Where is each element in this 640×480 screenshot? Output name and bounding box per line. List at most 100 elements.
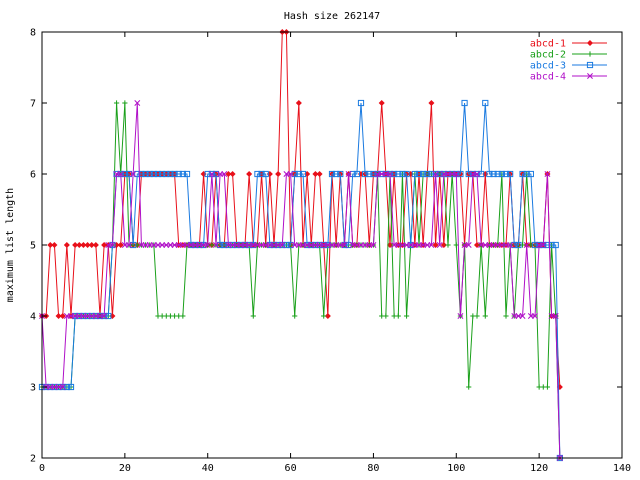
data-point [502,170,510,178]
data-point [527,170,534,178]
data-point [420,170,427,178]
data-point [498,170,505,178]
data-point [295,99,302,107]
data-point [411,170,418,178]
data-point [179,170,186,178]
y-tick-label: 4 [30,312,36,323]
data-point [171,170,178,178]
legend-item: abcd-2 [530,50,607,61]
data-point [473,241,481,249]
data-point [337,170,344,178]
data-point [63,241,70,249]
data-point [453,171,460,177]
data-point [490,170,497,178]
data-point [399,170,406,178]
data-point [552,241,559,249]
data-point [283,241,290,249]
data-point [466,384,472,390]
data-point [299,170,307,178]
y-tick-label: 5 [30,241,36,252]
data-point [370,170,377,178]
data-point [540,242,547,248]
data-point [586,61,594,69]
data-point [403,313,410,319]
data-point [436,170,443,178]
data-point [366,170,373,178]
data-point [341,242,348,248]
data-point [76,241,83,249]
data-point [587,73,593,79]
axes-layer: 0 20 40 60 80 100 120 140 2 3 4 5 6 7 8 [30,28,631,475]
data-point [552,313,559,319]
data-point [321,313,327,319]
data-point [436,242,443,248]
data-point [503,313,509,319]
data-point [415,170,423,178]
data-point [287,241,294,249]
data-point [519,313,526,319]
data-point [478,170,485,178]
legend-label: abcd-1 [530,39,566,50]
data-point [175,170,182,178]
data-point [482,313,488,319]
data-point [113,100,120,106]
data-point [212,170,220,178]
y-tick-label: 3 [30,383,36,394]
data-point [59,384,66,390]
data-point [117,171,124,177]
data-point [262,170,269,178]
data-point [445,242,451,248]
data-point [457,313,464,319]
data-point [428,99,435,107]
data-point [67,383,75,391]
data-point [204,170,211,178]
data-point [316,170,323,178]
data-point [92,241,99,249]
series-layer [38,28,563,462]
data-point [254,170,261,178]
data-point [51,241,58,249]
data-point [292,313,298,319]
data-point [523,170,530,178]
x-tick-label: 40 [202,463,214,474]
data-point [440,241,447,249]
data-point [130,171,137,177]
data-point [121,170,128,178]
data-point [387,171,393,177]
legend-label: abcd-2 [530,50,566,61]
x-tick-label: 120 [530,463,548,474]
data-point [130,241,137,249]
data-point [250,313,256,319]
data-point [221,241,228,249]
data-point [395,170,402,178]
data-point [183,170,191,178]
data-point [424,170,431,178]
chart-title: Hash size 262147 [284,11,380,22]
x-tick-label: 60 [285,463,297,474]
data-point [122,100,128,106]
data-point [519,170,526,178]
data-point [474,313,480,319]
data-point [486,170,493,178]
data-point [225,170,232,178]
legend-item: abcd-3 [530,61,607,72]
data-point [357,99,365,107]
data-point [544,241,551,249]
y-tick-label: 2 [30,454,36,465]
y-axis-label: maximum list length [5,188,16,302]
data-point [47,241,54,249]
data-point [88,241,95,249]
data-point [117,241,124,249]
data-point [432,241,439,249]
data-point [221,171,228,177]
data-point [163,170,170,178]
data-point [507,242,514,248]
data-point [208,171,215,177]
data-point [353,170,360,178]
legend-item: abcd-4 [530,72,607,83]
data-point [428,170,435,178]
data-point [544,384,551,390]
data-point [482,99,489,107]
